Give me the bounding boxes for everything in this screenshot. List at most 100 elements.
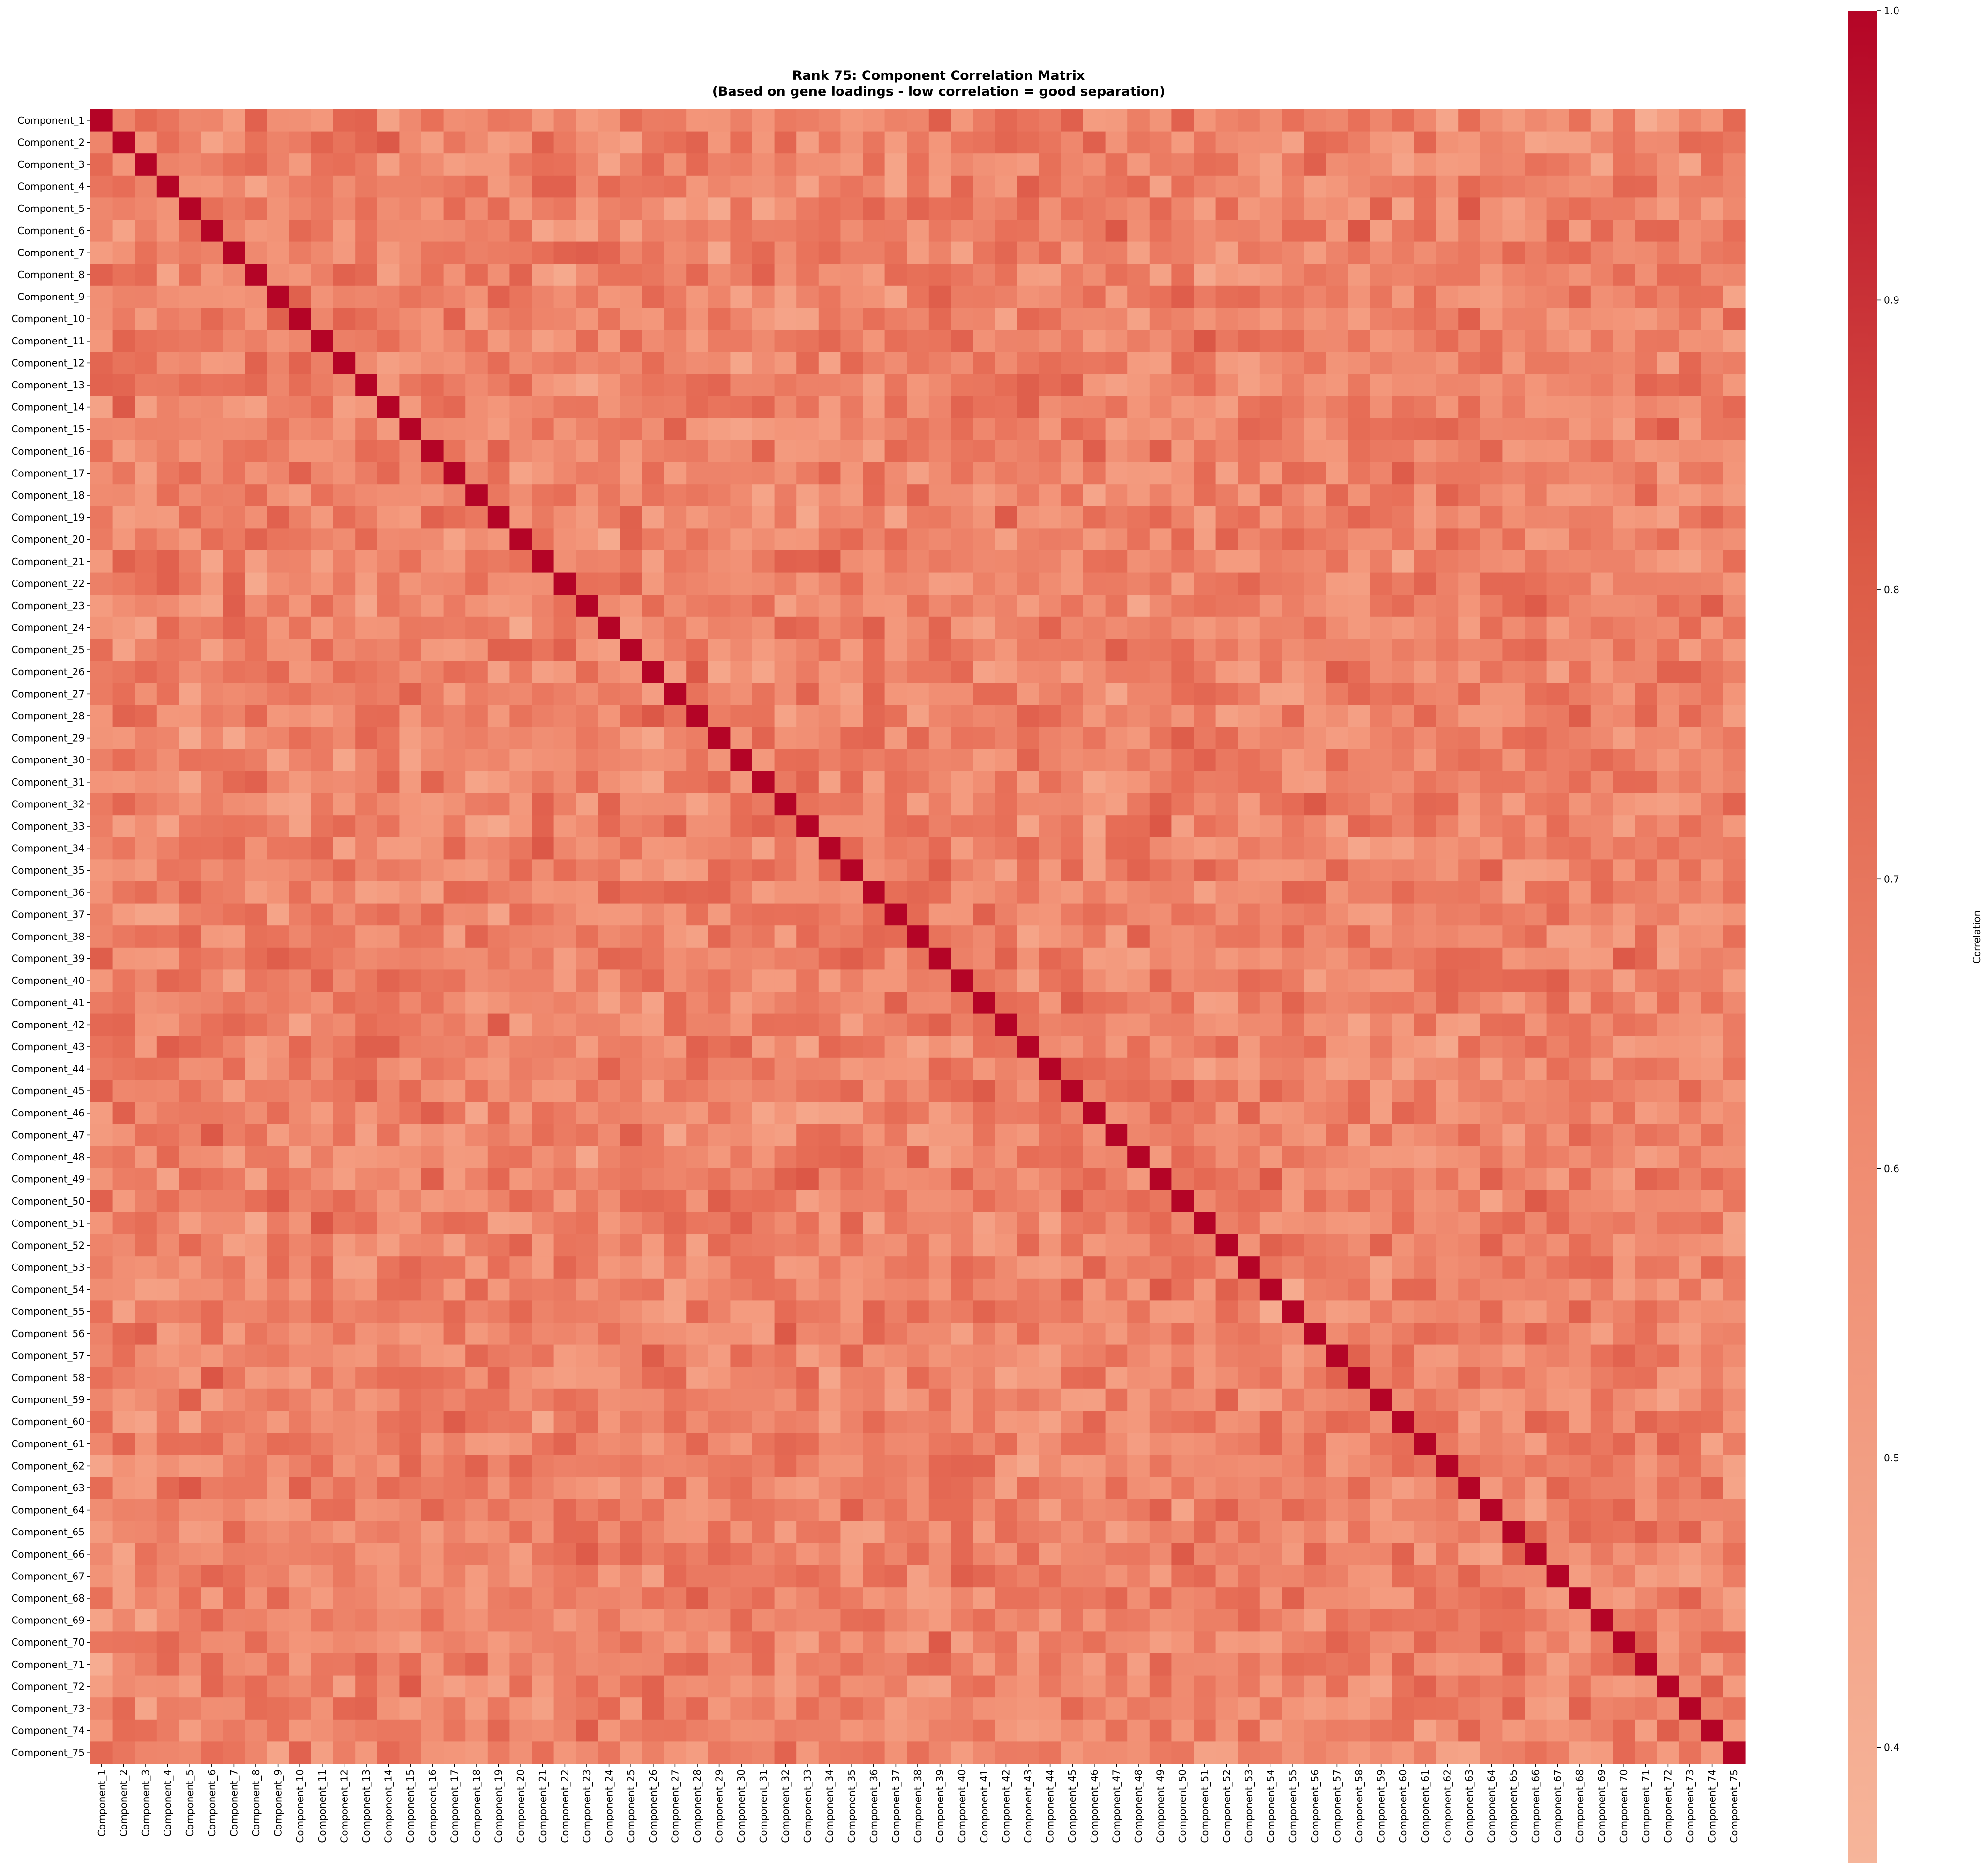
heatmap-cell (951, 616, 973, 639)
heatmap-cell (1392, 1543, 1415, 1566)
heatmap-cell (179, 131, 201, 154)
heatmap-cell (1259, 352, 1282, 374)
heatmap-cell (421, 396, 444, 418)
heatmap-cell (1083, 992, 1106, 1014)
heatmap-cell (465, 241, 488, 264)
heatmap-cell (928, 1499, 951, 1521)
heatmap-cell (884, 308, 907, 330)
heatmap-cell (509, 749, 532, 772)
heatmap-cell (201, 418, 224, 441)
heatmap-cell (1525, 859, 1547, 882)
heatmap-cell (1348, 396, 1371, 418)
heatmap-cell (112, 1367, 135, 1389)
heatmap-cell (1304, 947, 1327, 970)
heatmap-cell (818, 572, 841, 595)
heatmap-cell (1723, 616, 1746, 639)
heatmap-cell (840, 528, 863, 551)
heatmap-cell (1502, 705, 1525, 728)
heatmap-cell (553, 109, 576, 132)
heatmap-cell (1304, 771, 1327, 794)
heatmap-cell (1083, 330, 1106, 353)
heatmap-cell (1546, 925, 1569, 948)
heatmap-cell (1238, 1036, 1260, 1058)
heatmap-cell (1502, 1036, 1525, 1058)
heatmap-cell (1590, 925, 1613, 948)
heatmap-cell (1569, 947, 1591, 970)
heatmap-cell (421, 837, 444, 860)
heatmap-cell (995, 374, 1017, 397)
heatmap-cell (1502, 771, 1525, 794)
heatmap-cell (796, 374, 819, 397)
heatmap-cell (642, 727, 665, 749)
heatmap-cell (399, 1168, 422, 1190)
heatmap-cell (708, 815, 731, 838)
heatmap-cell (1017, 153, 1040, 176)
heatmap-cell (1436, 1433, 1459, 1456)
heatmap-cell (377, 1278, 400, 1301)
heatmap-cell (1546, 837, 1569, 860)
heatmap-cell (421, 131, 444, 154)
heatmap-cell (863, 1367, 885, 1389)
heatmap-cell (1590, 285, 1613, 308)
heatmap-cell (708, 925, 731, 948)
heatmap-cell (90, 1234, 113, 1257)
heatmap-cell (995, 749, 1017, 772)
heatmap-cell (179, 992, 201, 1014)
heatmap-cell (598, 241, 620, 264)
heatmap-cell (112, 1388, 135, 1411)
heatmap-cell (1326, 903, 1348, 926)
heatmap-cell (1502, 1521, 1525, 1544)
heatmap-cell (1546, 992, 1569, 1014)
heatmap-cell (1436, 484, 1459, 507)
heatmap-cell (1525, 241, 1547, 264)
heatmap-cell (443, 1256, 466, 1279)
heatmap-cell (1635, 396, 1658, 418)
heatmap-cell (1348, 992, 1371, 1014)
heatmap-cell (752, 440, 775, 463)
heatmap-cell (1392, 881, 1415, 904)
heatmap-cell (1392, 220, 1415, 242)
heatmap-cell (752, 1367, 775, 1389)
heatmap-cell (1127, 1433, 1150, 1456)
heatmap-cell (664, 484, 687, 507)
heatmap-cell (1546, 1278, 1569, 1301)
heatmap-cell (1590, 1234, 1613, 1257)
heatmap-cell (553, 859, 576, 882)
heatmap-cell (708, 1455, 731, 1477)
heatmap-cell (421, 109, 444, 132)
heatmap-cell (973, 1521, 996, 1544)
heatmap-cell (156, 639, 179, 661)
heatmap-cell (1171, 241, 1194, 264)
heatmap-cell (1061, 771, 1084, 794)
heatmap-cell (1392, 1344, 1415, 1367)
heatmap-cell (951, 220, 973, 242)
heatmap-cell (1679, 705, 1702, 728)
heatmap-cell (1679, 616, 1702, 639)
heatmap-cell (1171, 1234, 1194, 1257)
heatmap-cell (112, 220, 135, 242)
heatmap-cell (1436, 528, 1459, 551)
heatmap-cell (907, 1234, 929, 1257)
heatmap-cell (686, 264, 709, 286)
heatmap-cell (179, 440, 201, 463)
heatmap-cell (1657, 241, 1679, 264)
heatmap-cell (973, 153, 996, 176)
heatmap-cell (620, 1388, 643, 1411)
heatmap-cell (1039, 197, 1061, 220)
heatmap-cell (532, 1344, 554, 1367)
heatmap-cell (1436, 727, 1459, 749)
heatmap-cell (1215, 374, 1238, 397)
heatmap-cell (289, 506, 312, 529)
heatmap-cell (1392, 264, 1415, 286)
heatmap-cell (399, 925, 422, 948)
heatmap-cell (598, 969, 620, 992)
heatmap-cell (1458, 1212, 1481, 1235)
heatmap-cell (1569, 131, 1591, 154)
heatmap-cell (1590, 308, 1613, 330)
heatmap-cell (509, 330, 532, 353)
heatmap-cell (1436, 1521, 1459, 1544)
heatmap-cell (223, 197, 245, 220)
heatmap-cell (928, 771, 951, 794)
heatmap-cell (399, 1124, 422, 1146)
heatmap-cell (620, 418, 643, 441)
